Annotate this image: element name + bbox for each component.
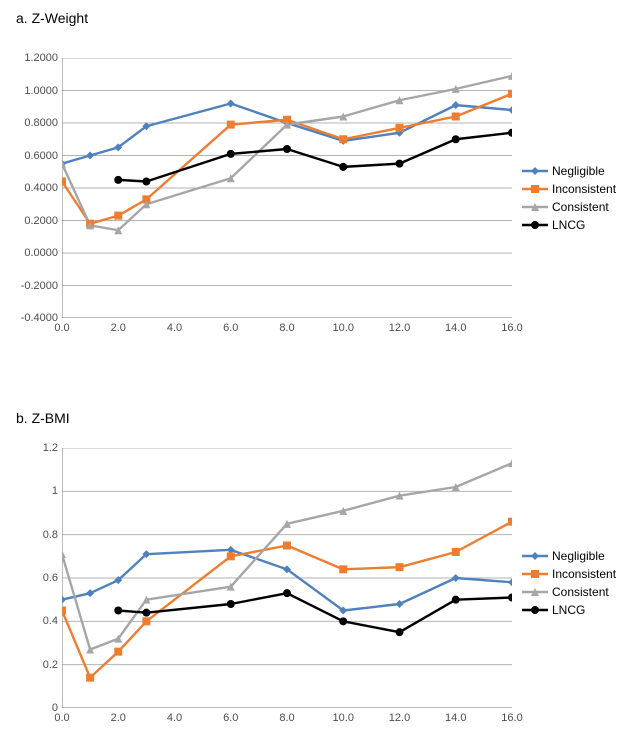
- x-tick-label: 14.0: [445, 712, 466, 724]
- y-tick-label: 1.0000: [10, 85, 58, 97]
- y-tick-label: 0.2000: [10, 215, 58, 227]
- legend-a: Negligible Inconsistent Consistent: [522, 160, 616, 236]
- x-tick-label: 10.0: [333, 322, 354, 334]
- y-tick-label: 0.2: [10, 659, 58, 671]
- chart-svg-a: [62, 58, 512, 318]
- y-tick-label: 0.0000: [10, 247, 58, 259]
- legend-swatch: [522, 200, 548, 214]
- x-tick-label: 6.0: [223, 322, 238, 334]
- chart-title-a: a. Z-Weight: [16, 10, 88, 26]
- plot-area-b: [62, 448, 512, 708]
- x-tick-label: 4.0: [167, 712, 182, 724]
- y-tick-label: 0.4: [10, 615, 58, 627]
- legend-label: Negligible: [552, 549, 605, 563]
- legend-label: Inconsistent: [552, 182, 616, 196]
- legend-item: LNCG: [522, 603, 616, 617]
- y-tick-label: 0.6: [10, 572, 58, 584]
- y-tick-label: -0.2000: [10, 280, 58, 292]
- y-tick-label: 1.2000: [10, 52, 58, 64]
- y-tick-label: 1: [10, 485, 58, 497]
- y-tick-label: 0: [10, 702, 58, 714]
- y-tick-label: 1.2: [10, 442, 58, 454]
- x-tick-label: 2.0: [111, 322, 126, 334]
- legend-label: Inconsistent: [552, 567, 616, 581]
- legend-label: Consistent: [552, 585, 609, 599]
- y-tick-label: 0.8: [10, 529, 58, 541]
- legend-item: Negligible: [522, 164, 616, 178]
- chart-title-b: b. Z-BMI: [16, 410, 70, 426]
- legend-item: Consistent: [522, 200, 616, 214]
- legend-swatch: [522, 567, 548, 581]
- y-tick-label: 0.4000: [10, 182, 58, 194]
- legend-swatch: [522, 585, 548, 599]
- legend-item: Negligible: [522, 549, 616, 563]
- x-tick-label: 0.0: [54, 712, 69, 724]
- x-tick-label: 14.0: [445, 322, 466, 334]
- x-tick-label: 8.0: [279, 322, 294, 334]
- x-tick-label: 10.0: [333, 712, 354, 724]
- legend-label: Negligible: [552, 164, 605, 178]
- x-tick-label: 6.0: [223, 712, 238, 724]
- plot-area-a: [62, 58, 512, 318]
- y-tick-label: 0.8000: [10, 117, 58, 129]
- legend-swatch: [522, 218, 548, 232]
- y-tick-label: -0.4000: [10, 312, 58, 324]
- legend-item: Inconsistent: [522, 567, 616, 581]
- legend-swatch: [522, 603, 548, 617]
- legend-item: Inconsistent: [522, 182, 616, 196]
- legend-item: Consistent: [522, 585, 616, 599]
- x-tick-label: 12.0: [389, 712, 410, 724]
- page: a. Z-Weight Negligible Inconsistent: [0, 0, 635, 750]
- chart-z-weight: a. Z-Weight Negligible Inconsistent: [0, 0, 635, 358]
- legend-swatch: [522, 164, 548, 178]
- legend-label: Consistent: [552, 200, 609, 214]
- x-tick-label: 8.0: [279, 712, 294, 724]
- x-tick-label: 16.0: [501, 322, 522, 334]
- legend-item: LNCG: [522, 218, 616, 232]
- x-tick-label: 0.0: [54, 322, 69, 334]
- legend-label: LNCG: [552, 218, 585, 232]
- legend-b: Negligible Inconsistent Consistent: [522, 545, 616, 621]
- x-tick-label: 4.0: [167, 322, 182, 334]
- chart-z-bmi: b. Z-BMI Negligible Inconsistent: [0, 400, 635, 748]
- legend-swatch: [522, 549, 548, 563]
- chart-svg-b: [62, 448, 512, 708]
- x-tick-label: 12.0: [389, 322, 410, 334]
- y-tick-label: 0.6000: [10, 150, 58, 162]
- legend-label: LNCG: [552, 603, 585, 617]
- x-tick-label: 16.0: [501, 712, 522, 724]
- legend-swatch: [522, 182, 548, 196]
- x-tick-label: 2.0: [111, 712, 126, 724]
